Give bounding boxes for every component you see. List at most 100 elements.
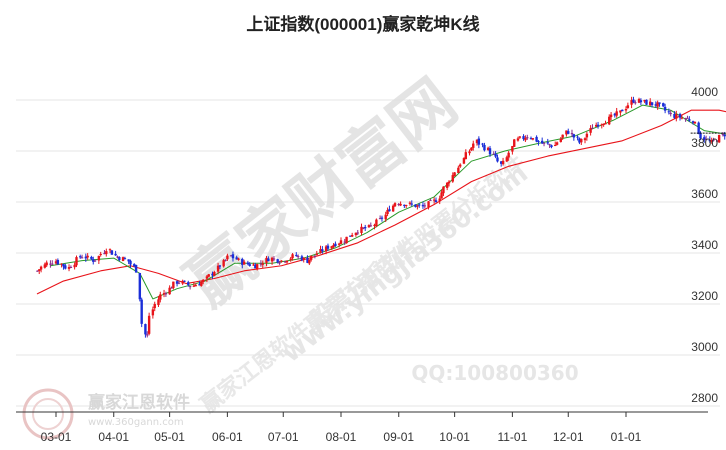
candle-body: [630, 100, 633, 105]
candle-body: [205, 276, 209, 279]
candle-body: [164, 293, 168, 295]
candle-body: [93, 260, 97, 262]
candle-body: [86, 255, 89, 258]
candle-body: [64, 265, 67, 269]
candle-body: [634, 102, 637, 104]
candle-body: [259, 263, 263, 265]
candle-body: [531, 138, 535, 140]
candle-body: [613, 113, 617, 116]
candle-body: [522, 136, 525, 140]
candle-body: [51, 263, 54, 265]
candle-body: [626, 105, 630, 108]
candle-body: [246, 262, 250, 265]
candle-body: [499, 161, 503, 164]
candle-body: [295, 254, 298, 256]
candle-body: [656, 102, 659, 107]
candle-body: [624, 108, 628, 111]
candle-body: [45, 262, 48, 266]
candle-body: [231, 254, 235, 259]
candle-body: [116, 256, 119, 258]
candle-body: [483, 144, 486, 151]
candle-body: [442, 186, 445, 194]
long-ma-line: [36, 109, 726, 295]
x-tick-label: 04-01: [98, 430, 129, 444]
candle-body: [67, 266, 71, 269]
candle-body: [643, 99, 646, 102]
candle-body: [591, 127, 594, 129]
candle-body: [565, 130, 568, 135]
candle-body: [602, 123, 605, 126]
candle-body: [440, 192, 443, 199]
candle-body: [103, 253, 106, 255]
candle-body: [404, 205, 408, 207]
candle-body: [550, 145, 553, 148]
candle-body: [153, 303, 156, 309]
candle-body: [309, 255, 313, 260]
candle-body: [386, 209, 389, 215]
candle-body: [300, 256, 304, 261]
candle-body: [477, 138, 481, 145]
candle-body: [315, 253, 318, 255]
candle-body: [194, 284, 197, 287]
candle-body: [667, 111, 671, 113]
candle-body: [688, 119, 691, 121]
candle-body: [459, 164, 462, 167]
candle-body: [56, 260, 60, 265]
candle-body: [114, 253, 117, 256]
candle-body: [475, 139, 479, 144]
y-tick-label: 2800: [691, 391, 718, 405]
candle-body: [181, 280, 184, 284]
candle-body: [408, 202, 412, 204]
y-tick-label: 4000: [691, 85, 718, 99]
candle-body: [49, 263, 52, 265]
candle-body: [501, 160, 505, 165]
candle-body: [207, 274, 210, 277]
candle-body: [242, 261, 246, 265]
candle-body: [339, 240, 343, 244]
candle-body: [157, 299, 160, 306]
candle-body: [378, 218, 382, 220]
candle-body: [721, 133, 725, 135]
candle-body: [75, 257, 78, 266]
x-tick-label: 10-01: [439, 430, 470, 444]
logo-text: 赢家江恩软件: [88, 392, 190, 413]
candle-body: [267, 258, 270, 262]
candle-body: [384, 214, 387, 220]
candle-body: [270, 257, 274, 262]
candle-body: [675, 114, 678, 119]
candle-body: [583, 138, 587, 141]
candle-body: [669, 113, 672, 115]
candle-body: [546, 142, 549, 144]
candle-body: [447, 181, 451, 184]
x-tick-label: 08-01: [326, 430, 357, 444]
candle-body: [123, 258, 127, 260]
short_ma-line: [49, 104, 726, 300]
candle-body: [362, 227, 365, 229]
x-tick-label: 05-01: [154, 430, 185, 444]
candle-body: [716, 140, 719, 142]
candle-body: [345, 236, 348, 244]
candle-body: [118, 257, 121, 261]
logo-seal-inner: [32, 398, 64, 430]
candle-body: [511, 146, 514, 152]
candle-body: [134, 264, 138, 273]
watermark-qq: QQ:100800360: [411, 361, 578, 385]
x-tick-label: 01-01: [611, 430, 642, 444]
candle-body: [650, 102, 654, 106]
candle-body: [364, 226, 367, 229]
candle-body: [429, 199, 432, 201]
candle-body: [261, 263, 264, 265]
candle-body: [540, 140, 544, 144]
candle-body: [555, 142, 559, 145]
x-tick-label: 09-01: [383, 430, 414, 444]
y-tick-label: 3200: [691, 289, 718, 303]
candle-body: [121, 257, 125, 262]
candle-body: [283, 261, 287, 263]
candle-body: [280, 260, 283, 262]
grid: [16, 99, 720, 407]
candle-body: [464, 152, 468, 160]
candle-body: [62, 264, 65, 267]
candle-body: [451, 175, 454, 182]
candle-body: [397, 203, 400, 205]
candle-body: [367, 225, 371, 228]
